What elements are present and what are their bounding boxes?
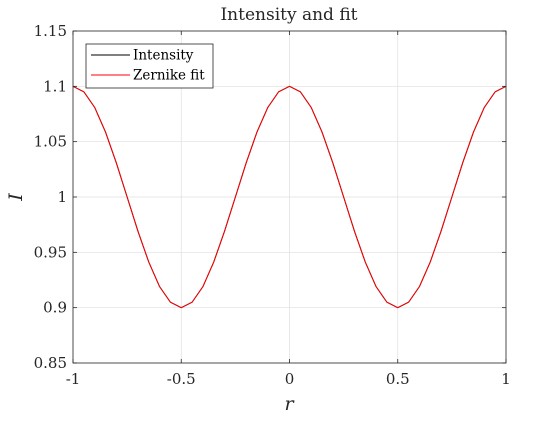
legend: Intensity Zernike fit: [85, 43, 214, 89]
y-tick-label: 1.1: [43, 77, 67, 95]
series-group: [72, 85, 507, 309]
legend-label-intensity: Intensity: [133, 48, 194, 64]
y-tick-label: 0.85: [34, 354, 67, 372]
x-tick-label: 1: [501, 370, 511, 388]
x-tick-label: -1: [66, 370, 81, 388]
x-tick-label: -0.5: [167, 370, 196, 388]
series-line-zernike-fit: [72, 85, 507, 309]
x-tick-label: 0: [285, 370, 295, 388]
y-tick-label: 1.15: [34, 22, 67, 40]
y-tick-label: 0.95: [34, 243, 67, 261]
x-axis-title: r: [284, 393, 295, 415]
ticks: [72, 30, 507, 364]
tick-labels: -1 -0.5 0 0.5 1 0.85 0.9 0.95 1 1.05 1.1 1.15: [34, 22, 511, 388]
chart-title: Intensity and fit: [220, 5, 357, 25]
y-tick-label: 1: [57, 188, 67, 206]
y-tick-label: 0.9: [43, 299, 67, 317]
legend-box: [85, 43, 214, 89]
legend-label-zernike-fit: Zernike fit: [133, 68, 205, 84]
x-tick-label: 0.5: [386, 370, 410, 388]
y-axis-title: I: [5, 193, 27, 202]
y-tick-label: 1.05: [34, 133, 67, 151]
